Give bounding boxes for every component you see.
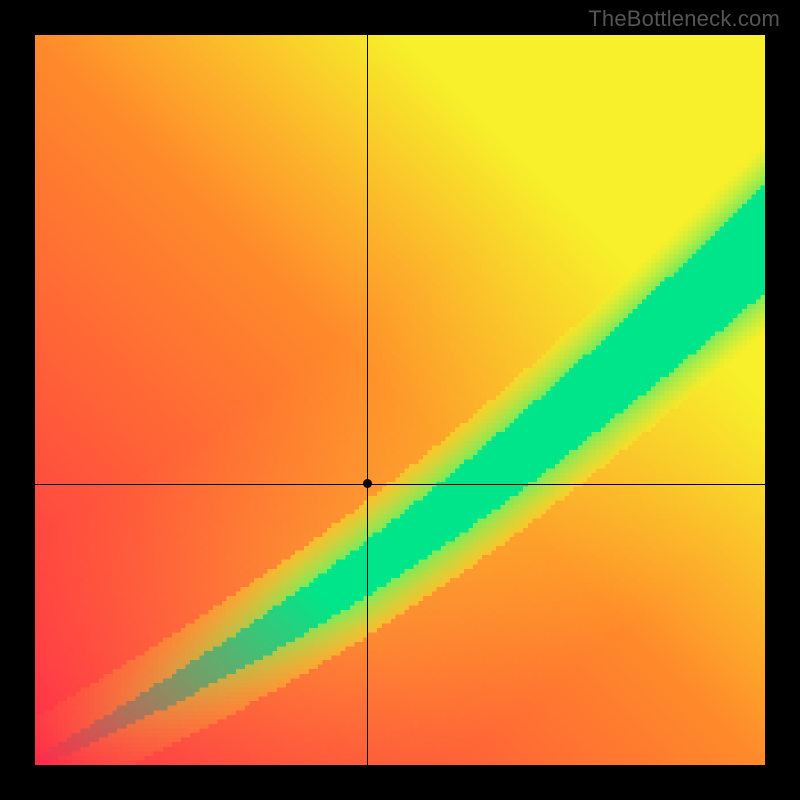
crosshair-horizontal: [35, 484, 765, 485]
crosshair-vertical: [367, 35, 368, 765]
watermark-text: TheBottleneck.com: [588, 6, 780, 32]
heatmap-canvas: [35, 35, 765, 765]
data-point-marker: [363, 479, 372, 488]
